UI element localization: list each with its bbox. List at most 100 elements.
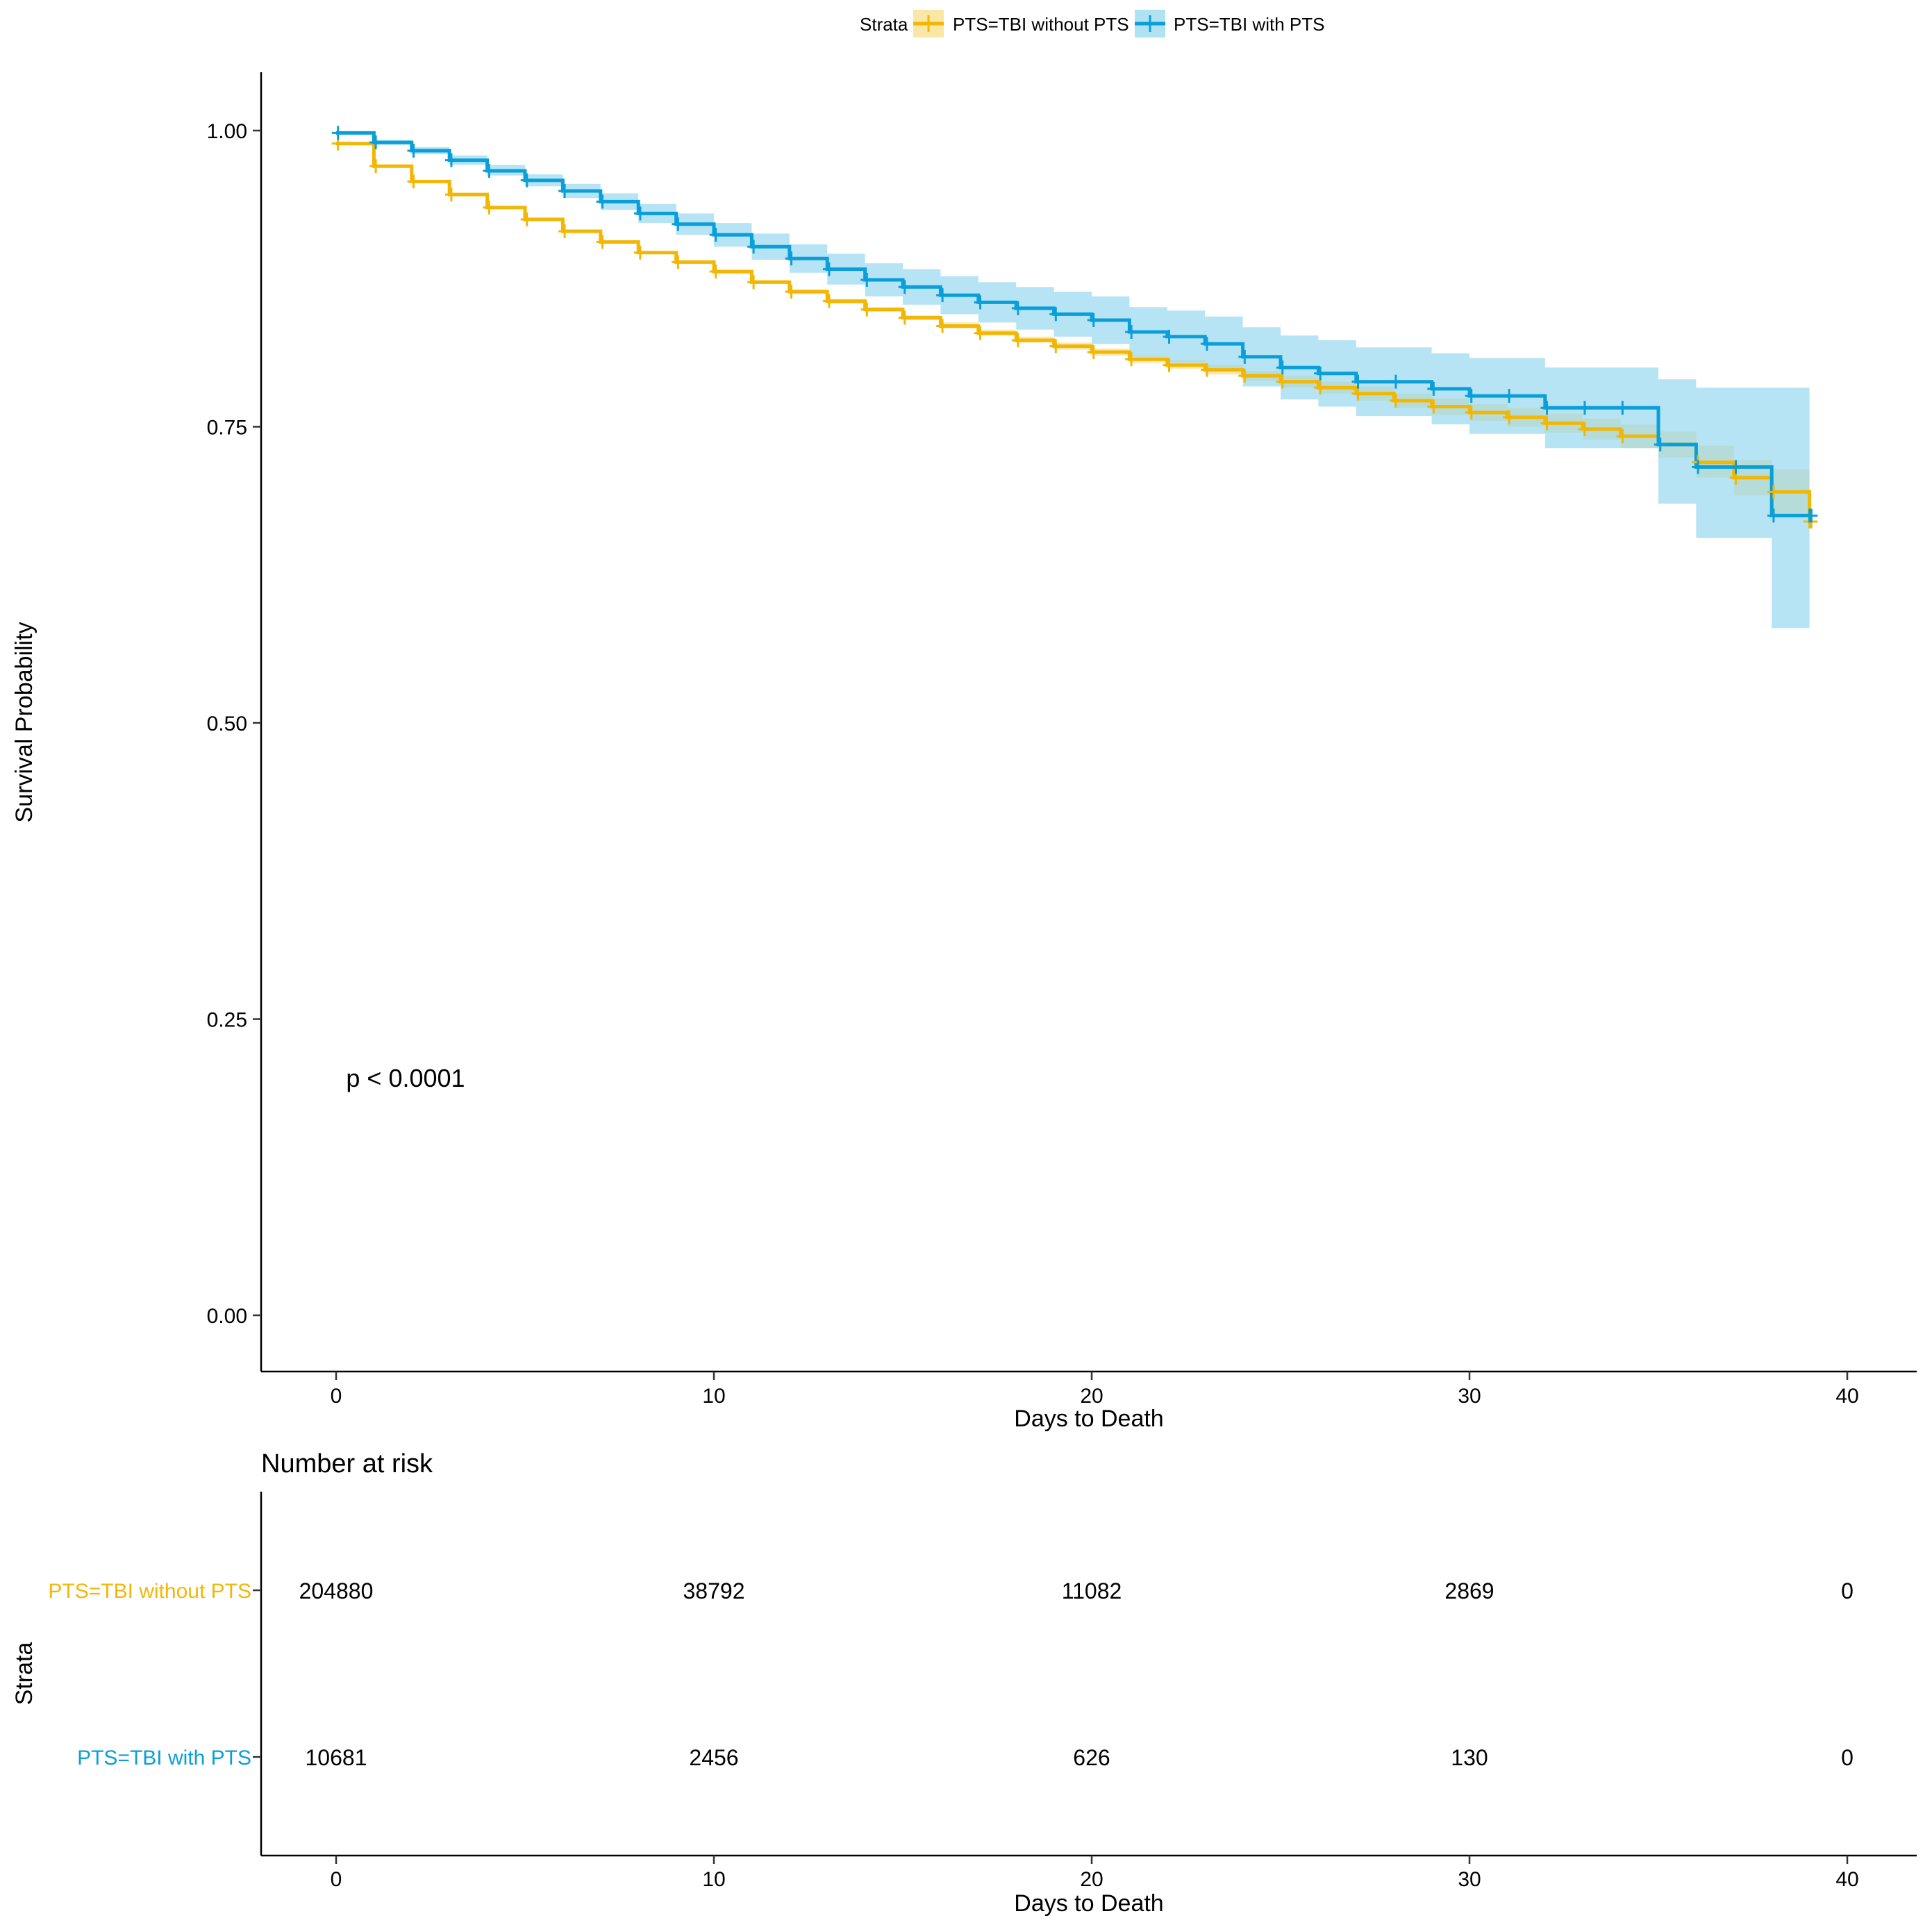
- x-axis-title: Days to Death: [1014, 1406, 1163, 1432]
- censor-mark-without-pts: [483, 200, 496, 215]
- censor-mark-with-pts: [1125, 325, 1138, 340]
- risk-x-tick-label: 40: [1835, 1868, 1858, 1891]
- risk-value-with-pts: 626: [1073, 1745, 1110, 1770]
- legend-title: Strata: [860, 14, 908, 35]
- censor-mark-without-pts: [1125, 352, 1138, 367]
- censor-mark-without-pts: [558, 224, 572, 239]
- main-axis-ticks: 0.00 0.25 0.50 0.75 1.00 0 10 20 30 40: [207, 120, 1859, 1408]
- censor-mark-with-pts: [1767, 508, 1780, 523]
- y-tick-label: 1.00: [207, 120, 247, 143]
- censor-mark-without-pts: [1465, 406, 1478, 420]
- censor-mark-with-pts: [1578, 401, 1591, 415]
- censor-mark-without-pts: [672, 255, 685, 269]
- censor-mark-with-pts: [898, 280, 911, 294]
- censor-mark-with-pts: [1389, 374, 1402, 389]
- risk-value-with-pts: 130: [1451, 1745, 1488, 1770]
- risk-x-tick-label: 0: [331, 1868, 342, 1891]
- censor-mark-without-pts: [974, 326, 987, 340]
- censor-mark-with-pts: [1163, 329, 1176, 344]
- risk-value-without-pts: 2869: [1444, 1578, 1494, 1603]
- risk-value-with-pts: 0: [1841, 1745, 1854, 1770]
- censor-mark-with-pts: [369, 135, 383, 150]
- y-tick-label: 0.50: [207, 712, 247, 735]
- censor-mark-without-pts: [1200, 362, 1213, 377]
- risk-value-with-pts: 2456: [689, 1745, 738, 1770]
- censor-mark-without-pts: [596, 235, 609, 249]
- censor-mark-with-pts: [444, 153, 458, 167]
- censor-mark-without-pts: [1389, 393, 1402, 408]
- censor-mark-without-pts: [444, 188, 458, 202]
- censor-mark-without-pts: [1503, 410, 1516, 424]
- risk-value-without-pts: 11082: [1062, 1578, 1122, 1603]
- x-tick-label: 0: [331, 1385, 342, 1408]
- legend-label-with-pts: PTS=TBI with PTS: [1174, 14, 1324, 35]
- censor-mark-with-pts: [785, 251, 798, 266]
- risk-y-axis-title: Strata: [11, 1642, 38, 1706]
- censor-mark-without-pts: [1578, 422, 1591, 436]
- x-tick-label: 30: [1458, 1385, 1481, 1408]
- risk-rows: PTS=TBI without PTS 204880 38792 11082 2869 0…: [48, 1578, 1854, 1770]
- censor-mark-with-pts: [520, 173, 533, 188]
- risk-x-tick-label: 20: [1080, 1868, 1103, 1891]
- censor-mark-without-pts: [860, 302, 874, 317]
- censor-mark-with-pts: [1729, 460, 1742, 474]
- censor-mark-with-pts: [1049, 307, 1063, 322]
- censor-mark-with-pts: [860, 272, 874, 287]
- y-tick-label: 0.75: [207, 417, 247, 440]
- censor-mark-without-pts: [785, 285, 798, 299]
- survival-curve-without-pts: [336, 142, 1812, 522]
- risk-table: Number at risk PTS=TBI without PTS 204880…: [11, 1449, 1917, 1917]
- legend-key-with-pts: [1135, 10, 1165, 38]
- censor-mark-with-pts: [822, 262, 835, 276]
- censor-mark-without-pts: [407, 174, 420, 189]
- censor-mark-with-pts: [558, 184, 572, 199]
- censor-mark-without-pts: [747, 275, 760, 290]
- risk-value-without-pts: 0: [1841, 1578, 1854, 1603]
- risk-value-without-pts: 38792: [683, 1578, 745, 1603]
- risk-row-label-with-pts: PTS=TBI with PTS: [77, 1747, 251, 1769]
- censor-mark-without-pts: [1616, 429, 1629, 444]
- ci-band-without-pts: [336, 142, 1810, 540]
- censor-mark-with-pts: [1011, 301, 1024, 315]
- censor-mark-without-pts: [369, 159, 383, 174]
- censor-mark-with-pts: [1540, 401, 1554, 415]
- risk-axis-ticks: 0 10 20 30 40: [331, 1856, 1859, 1891]
- censor-mark-with-pts: [936, 288, 949, 303]
- censor-mark-with-pts: [1351, 374, 1365, 389]
- censor-mark-with-pts: [1616, 401, 1629, 415]
- censor-mark-with-pts: [1238, 349, 1251, 364]
- legend-label-without-pts: PTS=TBI without PTS: [953, 14, 1129, 35]
- censor-mark-with-pts: [1503, 389, 1516, 403]
- censor-mark-with-pts: [596, 194, 609, 209]
- legend: Strata PTS=TBI without PTS PTS=TBI with …: [860, 10, 1324, 38]
- risk-x-tick-label: 10: [702, 1868, 725, 1891]
- censor-mark-without-pts: [1087, 345, 1100, 360]
- censor-mark-without-pts: [1767, 485, 1780, 499]
- risk-value-without-pts: 204880: [299, 1578, 374, 1603]
- censor-mark-without-pts: [1163, 358, 1176, 372]
- censor-mark-without-pts: [898, 310, 911, 325]
- censor-mark-with-pts: [1314, 366, 1327, 381]
- risk-table-title: Number at risk: [261, 1449, 433, 1478]
- censor-mark-without-pts: [1238, 369, 1251, 383]
- censor-mark-with-pts: [331, 126, 344, 140]
- y-tick-label: 0.00: [207, 1305, 247, 1328]
- censor-mark-with-pts: [407, 144, 420, 158]
- confidence-bands: [336, 131, 1810, 628]
- censor-mark-with-pts: [709, 228, 722, 242]
- censor-mark-with-pts: [1200, 337, 1213, 351]
- censor-marks: [331, 126, 1818, 528]
- ci-band-with-pts: [336, 131, 1810, 628]
- censor-mark-without-pts: [1427, 399, 1440, 414]
- censor-mark-without-pts: [822, 294, 835, 308]
- y-axis-title: Survival Probability: [11, 622, 38, 822]
- p-value-annotation: p < 0.0001: [346, 1064, 465, 1092]
- censor-mark-with-pts: [1654, 438, 1667, 452]
- risk-row-label-without-pts: PTS=TBI without PTS: [48, 1580, 251, 1603]
- censor-mark-without-pts: [1049, 339, 1063, 353]
- censor-mark-without-pts: [709, 265, 722, 279]
- censor-mark-with-pts: [1465, 389, 1478, 403]
- legend-key-without-pts: [913, 10, 944, 38]
- censor-mark-with-pts: [1427, 381, 1440, 396]
